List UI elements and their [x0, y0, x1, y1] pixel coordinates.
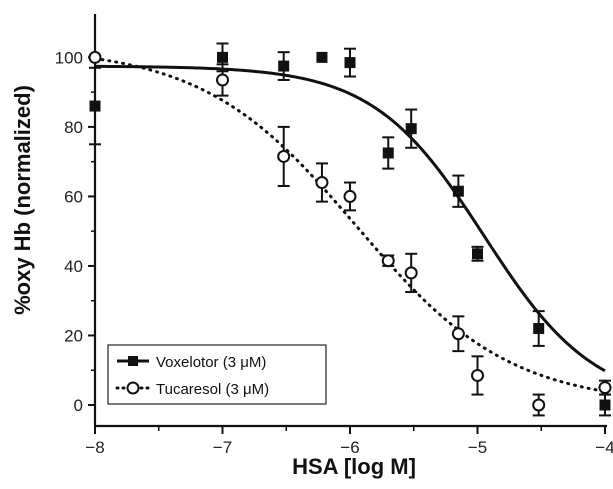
- data-point-voxelotor: [533, 323, 545, 335]
- legend-swatch-tucaresol-marker: [126, 381, 140, 395]
- data-point-voxelotor: [382, 147, 394, 159]
- data-point-tucaresol: [471, 368, 484, 382]
- legend-box: [107, 344, 327, 405]
- x-tick-label: −5: [468, 438, 487, 457]
- data-point-voxelotor: [472, 248, 483, 260]
- data-point-voxelotor: [405, 123, 417, 135]
- data-point-tucaresol: [532, 398, 546, 412]
- data-point-tucaresol: [216, 73, 229, 87]
- data-point-voxelotor: [89, 100, 101, 112]
- y-tick-label: 60: [64, 187, 83, 206]
- data-point-voxelotor: [344, 57, 356, 69]
- data-point-tucaresol: [404, 266, 418, 280]
- data-point-tucaresol: [343, 189, 357, 203]
- x-tick-label: −6: [340, 438, 359, 457]
- legend-label-voxelotor: Voxelotor (3 μM): [156, 354, 266, 371]
- y-tick-label: 20: [64, 326, 83, 345]
- data-point-tucaresol: [88, 50, 102, 64]
- y-axis-title: %oxy Hb (normalized): [10, 85, 35, 315]
- data-point-tucaresol: [451, 327, 465, 341]
- data-point-voxelotor: [599, 399, 611, 411]
- data-point-tucaresol: [277, 149, 291, 163]
- data-point-voxelotor: [452, 185, 464, 197]
- data-point-tucaresol: [598, 381, 612, 395]
- legend-label-tucaresol: Tucaresol (3 μM): [156, 381, 269, 398]
- plot-area: 0 20 40 60 80 100 −8 −7 −6 −5 −4: [55, 14, 613, 457]
- data-point-voxelotor: [316, 51, 328, 63]
- y-tick-label: 40: [64, 257, 83, 276]
- data-point-tucaresol: [315, 176, 329, 190]
- legend-swatch-voxelotor-marker: [128, 356, 138, 366]
- x-tick-label: −7: [213, 438, 232, 457]
- data-point-tucaresol: [381, 254, 395, 268]
- y-tick-label: 80: [64, 118, 83, 137]
- y-tick-label: 0: [74, 396, 83, 415]
- fit-curve-tucaresol: [93, 57, 607, 393]
- x-tick-label: −8: [85, 438, 104, 457]
- x-tick-label: −4: [595, 438, 613, 457]
- data-point-voxelotor: [217, 51, 228, 63]
- data-point-voxelotor: [278, 60, 290, 72]
- legend: Voxelotor (3 μM) Tucaresol (3 μM): [107, 344, 327, 405]
- y-axis-label: %oxy Hb (normalized): [10, 85, 35, 315]
- y-tick-label: 100: [55, 48, 83, 67]
- fit-curve-voxelotor: [94, 64, 606, 373]
- x-axis-label: HSA [log M]: [292, 454, 416, 479]
